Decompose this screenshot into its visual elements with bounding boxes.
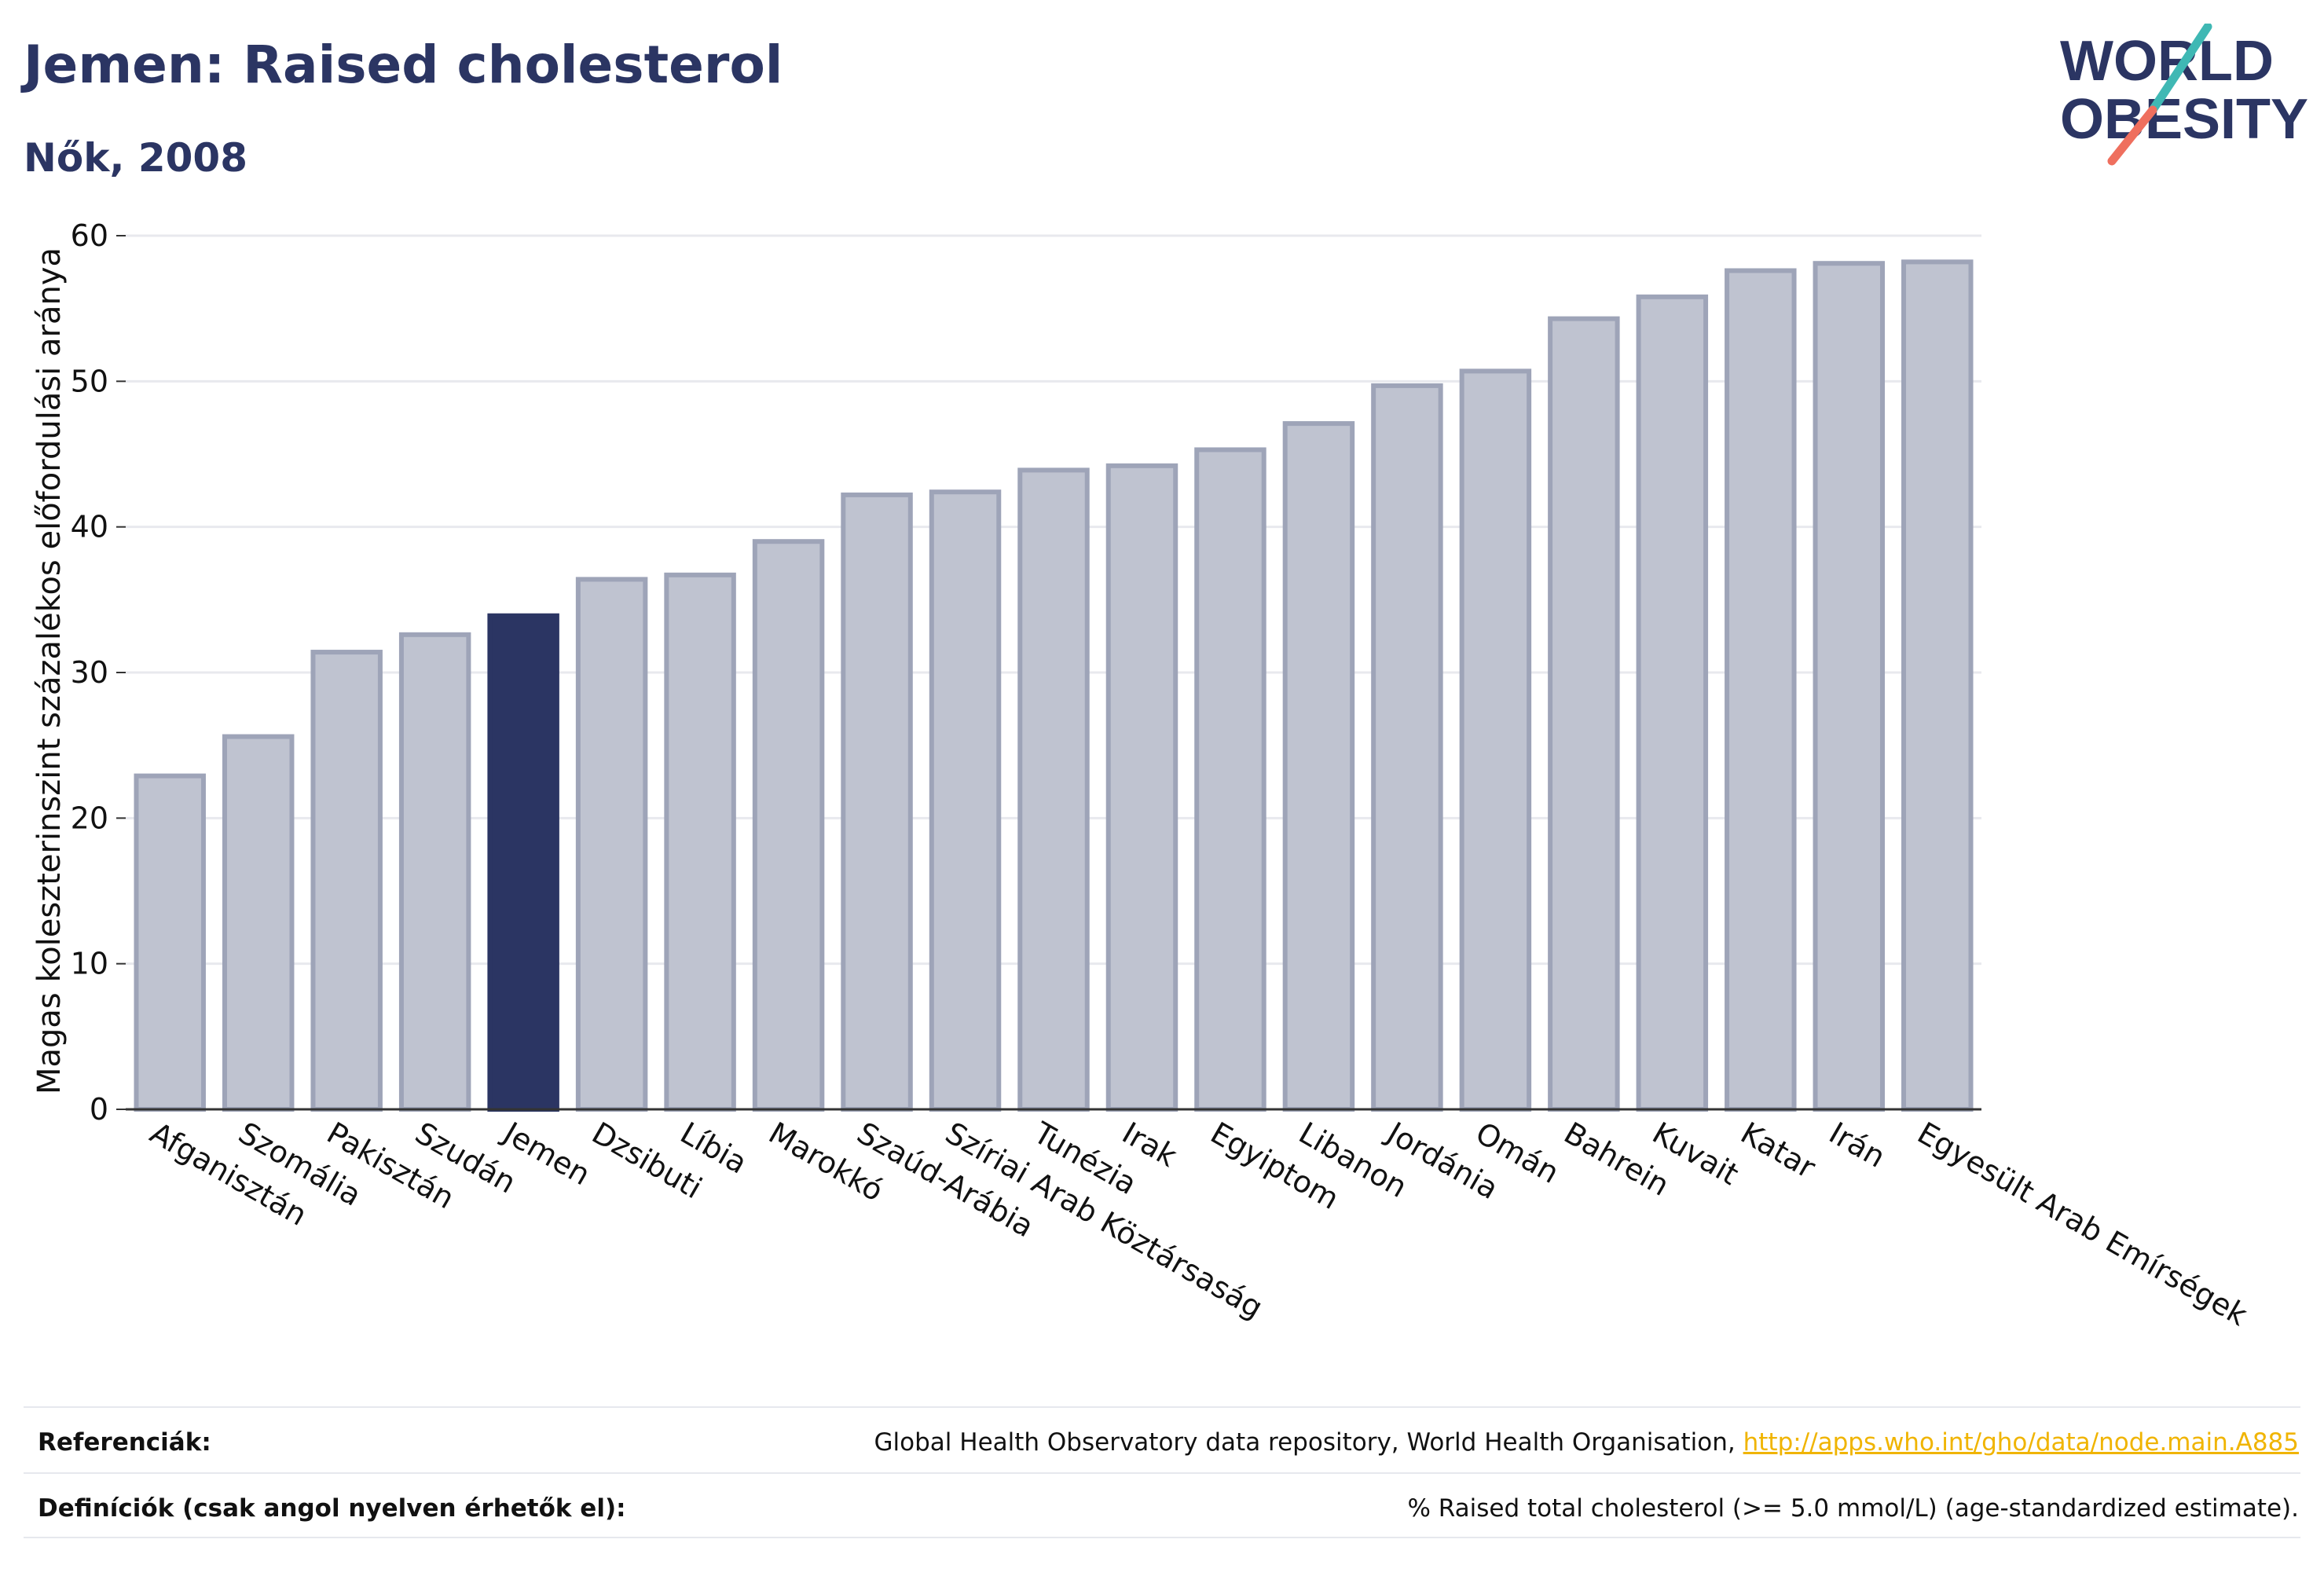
chart-title: Jemen: Raised cholesterol — [24, 35, 783, 95]
bar-country — [841, 492, 913, 1112]
y-tick-label: 50 — [71, 364, 108, 398]
world-obesity-logo: WORLD OBESITY — [2060, 24, 2308, 166]
bar-highlight — [487, 613, 559, 1112]
y-tick-label: 0 — [90, 1092, 108, 1127]
y-axis-label: Magas koleszterinszint százalékos előfor… — [31, 247, 68, 1094]
bar-country — [1017, 467, 1090, 1112]
definitions-label: Definíciók (csak angol nyelven érhetők e… — [38, 1494, 626, 1523]
y-tick-label: 10 — [71, 947, 108, 981]
bar-chart: 0102030405060AfganisztánSzomáliaPakisztá… — [31, 218, 2253, 1332]
footer-divider-middle — [24, 1472, 2300, 1474]
bar-country — [1636, 294, 1709, 1112]
references-link[interactable]: http://apps.who.int/gho/data/node.main.A… — [1743, 1428, 2299, 1457]
references-text: Global Health Observatory data repositor… — [874, 1428, 2299, 1457]
bar-country — [1282, 421, 1355, 1112]
logo-line2: OBESITY — [2060, 88, 2308, 151]
bar-country — [1813, 261, 1886, 1112]
y-tick-label: 40 — [71, 510, 108, 544]
bar-country — [134, 773, 206, 1112]
bar-country — [1459, 368, 1532, 1112]
bar-country — [1194, 447, 1266, 1112]
y-tick-label: 30 — [71, 655, 108, 690]
bar-country — [575, 577, 648, 1112]
bar-country — [1548, 316, 1620, 1112]
footer-divider-top — [24, 1406, 2300, 1408]
logo-teal-stroke — [2148, 24, 2212, 115]
bar-country — [929, 489, 1002, 1112]
footer-divider-bottom — [24, 1537, 2300, 1538]
axis-layer — [116, 235, 1981, 1111]
bar-country — [1105, 463, 1178, 1112]
bar-layer — [134, 259, 1974, 1112]
logo-coral-stroke — [2107, 105, 2157, 166]
x-tick-label: Irán — [1824, 1116, 1891, 1175]
definitions-text: % Raised total cholesterol (>= 5.0 mmol/… — [1407, 1494, 2299, 1523]
references-label: Referenciák: — [38, 1428, 211, 1457]
bar-country — [664, 572, 736, 1112]
bar-country — [222, 734, 295, 1112]
bar-country — [752, 539, 825, 1112]
bar-country — [1901, 259, 1974, 1112]
chart-subtitle: Nők, 2008 — [24, 135, 248, 181]
bar-country — [398, 632, 471, 1112]
bar-country — [1371, 383, 1443, 1112]
bar-country — [310, 650, 383, 1112]
x-tick-label: Egyesült Arab Emírségek — [1912, 1116, 2253, 1332]
y-tick-label: 20 — [71, 801, 108, 835]
references-source: Global Health Observatory data repositor… — [874, 1428, 1736, 1457]
bar-country — [1725, 268, 1797, 1112]
x-tick-label: Katar — [1735, 1116, 1821, 1186]
y-tick-label: 60 — [71, 218, 108, 253]
